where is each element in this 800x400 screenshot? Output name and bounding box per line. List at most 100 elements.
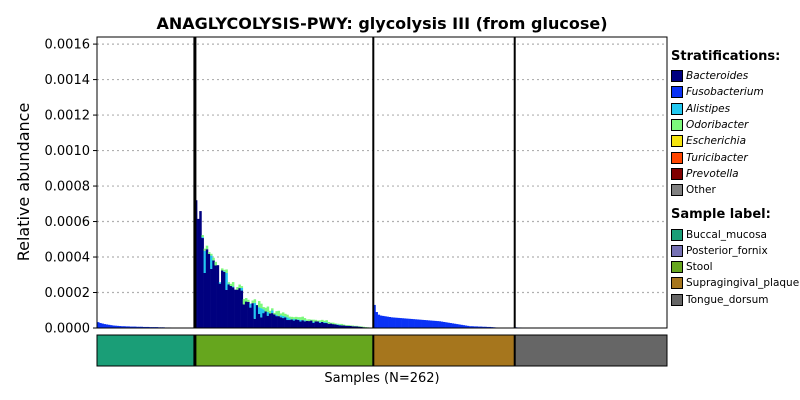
bar-segment — [281, 312, 285, 316]
bar-segment — [318, 322, 322, 328]
bar-segment — [294, 319, 298, 328]
bar-segment — [440, 321, 444, 328]
legend-item: Supragingival_plaque — [671, 275, 799, 291]
bar-segment — [327, 323, 331, 328]
legend-label: Fusobacterium — [686, 86, 764, 99]
bar-segment — [268, 313, 272, 328]
bar-segment — [242, 299, 246, 305]
bar-segment — [312, 319, 315, 322]
bar-segment — [310, 319, 313, 321]
legend-item: Prevotella — [671, 166, 799, 182]
bar-segment — [244, 298, 248, 302]
bar-segment — [240, 287, 244, 291]
bar-segment — [397, 317, 400, 328]
bar-segment — [277, 316, 281, 328]
bar-segment — [329, 322, 333, 324]
bar-segment — [416, 319, 420, 328]
chart-title: ANAGLYCOLYSIS-PWY: glycolysis III (from … — [157, 14, 608, 33]
legend-swatch — [671, 228, 683, 241]
bar-segment — [284, 317, 287, 328]
legend-swatch — [671, 135, 683, 148]
plot-frame — [96, 36, 668, 329]
bar-segment — [253, 318, 257, 328]
bar-segment — [355, 325, 359, 327]
bar-segment — [197, 218, 200, 329]
bar-segment — [218, 283, 222, 328]
bar-segment — [240, 286, 244, 288]
bar-segment — [338, 324, 341, 326]
bar-segment — [334, 323, 337, 325]
bar-segment — [251, 300, 254, 304]
bar-segment — [221, 268, 224, 271]
legend-swatch — [671, 70, 683, 83]
stratifications-list: Bacteroides Fusobacterium Alistipes Odoriba… — [671, 68, 799, 198]
bar-segment — [408, 318, 411, 328]
legend-label: Bacteroides — [686, 70, 749, 83]
bar-segment — [118, 326, 122, 328]
bar-segment — [342, 324, 346, 326]
bar-segment — [216, 265, 220, 328]
bar-segment — [199, 211, 202, 328]
legend-label: Alistipes — [686, 102, 731, 115]
legend-item: Escherichia — [671, 133, 799, 149]
bar-segment — [129, 326, 133, 328]
bar-segment — [247, 301, 250, 328]
bar-segment — [110, 325, 113, 328]
bar-segment — [297, 317, 300, 320]
bar-segment — [249, 303, 252, 308]
bar-segment — [405, 318, 409, 328]
y-tick-label: 0.0016 — [45, 38, 91, 53]
bar-segment — [236, 289, 239, 328]
bar-segment — [486, 326, 489, 328]
bar-segment — [353, 325, 357, 327]
legend-label: Turicibacter — [686, 151, 748, 164]
bar-segment — [351, 325, 355, 327]
bar-segment — [392, 317, 396, 328]
bar-segment — [458, 324, 461, 328]
bar-segment — [303, 318, 307, 321]
bar-segment — [273, 314, 276, 328]
legend-item: Stool — [671, 259, 799, 275]
legend-swatch — [671, 102, 683, 115]
bar-segment — [388, 317, 392, 328]
legend-item: Bacteroides — [671, 68, 799, 84]
y-tick-label: 0.0000 — [45, 322, 91, 337]
bar-segment — [449, 323, 452, 328]
bar-segment — [286, 320, 289, 328]
bar-segment — [292, 317, 296, 319]
bar-segment — [338, 323, 341, 325]
bar-segment — [294, 316, 298, 320]
bar-segment — [427, 320, 431, 328]
legend-item: Tongue_dorsum — [671, 292, 799, 308]
bar-segment — [347, 324, 350, 326]
bar-segment — [218, 282, 222, 284]
bar-segment — [221, 270, 224, 328]
bar-segment — [316, 320, 320, 322]
bar-segment — [264, 307, 267, 312]
bar-segment — [308, 319, 311, 322]
legend-swatch — [671, 151, 683, 164]
bar-segment — [210, 253, 213, 256]
y-tick-label: 0.0010 — [45, 144, 91, 159]
bar-segment — [390, 317, 394, 328]
bar-segment — [212, 257, 215, 261]
bar-segment — [308, 321, 311, 328]
legend-label: Supragingival_plaque — [686, 277, 800, 290]
bar-segment — [473, 326, 476, 328]
bar-segment — [321, 321, 324, 328]
bar-segment — [327, 321, 331, 324]
bar-segment — [425, 320, 428, 328]
bar-segment — [103, 324, 107, 328]
bar-segment — [210, 268, 213, 328]
y-tick-label: 0.0014 — [45, 73, 91, 88]
bar-segment — [349, 325, 352, 328]
bar-segment — [373, 304, 376, 328]
bar-segment — [201, 237, 204, 239]
bar-segment — [477, 326, 481, 328]
bar-segment — [253, 302, 257, 319]
bar-segment — [310, 320, 313, 328]
legend-label: Odoribacter — [686, 119, 749, 132]
x-axis-label: Samples (N=262) — [324, 371, 439, 386]
bar-segment — [395, 317, 398, 328]
bar-segment — [488, 326, 492, 328]
